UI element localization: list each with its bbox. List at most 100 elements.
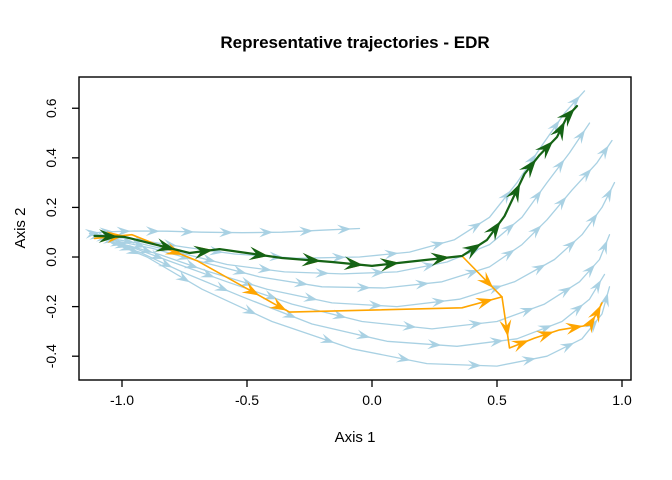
arrowhead (331, 309, 347, 320)
y-tick-label: 0.4 (43, 148, 59, 168)
arrowhead (414, 279, 430, 290)
arrowhead (193, 245, 213, 260)
arrowhead (581, 315, 596, 334)
arrowhead (138, 244, 153, 254)
trajectory-6 (108, 234, 611, 330)
arrowhead (118, 241, 134, 251)
arrowhead (175, 270, 190, 283)
arrowhead (475, 298, 494, 310)
arrowhead (511, 340, 529, 353)
arrowhead (499, 319, 512, 337)
arrowhead (303, 292, 318, 302)
arrowhead (301, 252, 321, 267)
arrowhead (130, 239, 146, 249)
arrowhead (597, 240, 608, 255)
trajectory-2 (91, 90, 586, 259)
arrowhead (281, 308, 297, 318)
arrowhead (241, 304, 257, 315)
arrowhead (384, 249, 399, 260)
arrowhead (239, 276, 255, 287)
arrowhead (268, 297, 287, 311)
arrowhead (343, 256, 364, 270)
arrowhead (601, 188, 612, 203)
arrowhead (596, 145, 609, 160)
arrowhead (535, 141, 554, 160)
arrowhead (553, 196, 567, 211)
arrowhead (155, 238, 176, 252)
x-tick-label: 0.5 (487, 392, 507, 408)
arrowhead (183, 258, 199, 269)
arrowhead (505, 183, 521, 204)
arrowhead (430, 252, 450, 267)
arrowhead (98, 229, 118, 243)
arrowhead (421, 262, 436, 272)
arrowhead (200, 268, 215, 278)
arrowhead (214, 281, 229, 292)
arrowhead (315, 268, 330, 278)
arrowhead (556, 108, 575, 127)
arrowhead (489, 337, 504, 348)
representative-orange-1 (93, 233, 503, 313)
arrowhead (552, 159, 565, 174)
arrowhead (573, 129, 586, 144)
arrowhead (259, 227, 274, 238)
x-tick-label: -1.0 (110, 392, 134, 408)
arrowhead (585, 319, 598, 334)
arrowhead (116, 226, 131, 237)
arrowhead (521, 356, 536, 366)
arrowhead (531, 264, 546, 276)
chart-title: Representative trajectories - EDR (220, 33, 490, 52)
arrowhead (498, 190, 511, 205)
arrowhead (578, 168, 592, 183)
arrowhead (370, 267, 385, 278)
arrowhead (368, 300, 383, 310)
x-tick-label: 1.0 (612, 392, 632, 408)
arrowhead (468, 319, 483, 330)
arrowhead (461, 243, 482, 260)
arrowhead (559, 342, 575, 354)
arrowhead (355, 329, 371, 340)
arrowhead (529, 190, 542, 205)
arrowhead (148, 249, 164, 259)
arrowhead (145, 226, 160, 236)
arrowhead (567, 95, 581, 110)
arrowhead (241, 282, 260, 296)
arrowhead (219, 227, 234, 238)
arrowhead (528, 225, 542, 239)
arrowhead (429, 241, 445, 251)
arrowhead (483, 221, 501, 241)
arrowhead (293, 277, 309, 288)
arrowhead (248, 246, 269, 261)
arrowhead (337, 224, 352, 235)
arrowhead (467, 360, 482, 370)
arrowhead (565, 322, 583, 335)
plot-box (78, 76, 632, 381)
arrowhead (84, 229, 100, 239)
arrowhead (402, 320, 417, 331)
arrowhead (569, 304, 584, 317)
arrowhead (557, 286, 572, 299)
y-tick-label: 0.6 (43, 98, 59, 118)
y-axis-label: Axis 2 (12, 207, 29, 249)
arrowhead (588, 305, 601, 323)
arrowhead (356, 282, 371, 293)
arrowhead (319, 333, 335, 343)
trajectory-3 (96, 122, 591, 275)
arrowhead (585, 213, 598, 228)
arrowhead (599, 292, 609, 308)
arrowhead (589, 279, 602, 295)
y-tick-label: 0.0 (43, 247, 59, 267)
arrowhead (500, 249, 515, 262)
arrowhead (201, 253, 216, 264)
trajectories-group (84, 90, 616, 370)
trajectory-5 (106, 181, 616, 308)
arrowhead (519, 159, 537, 179)
arrowhead (379, 258, 400, 272)
arrowhead (431, 297, 446, 308)
arrowhead (582, 264, 596, 279)
arrowhead (232, 265, 247, 275)
arrowhead (501, 223, 515, 237)
arrowhead (467, 222, 482, 234)
